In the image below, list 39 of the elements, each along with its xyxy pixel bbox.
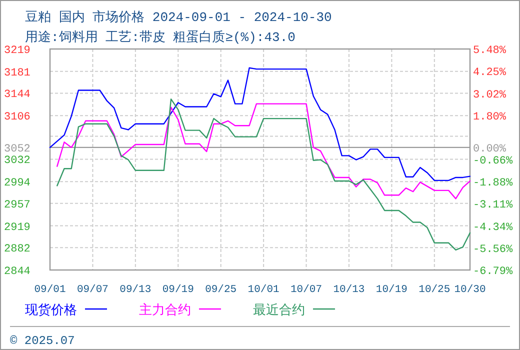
y2-tick-label: -0.66% [473, 156, 514, 168]
text: © 2025.07 [10, 334, 75, 348]
x-tick-label: 09/25 [205, 284, 237, 296]
x-tick-label: 10/19 [376, 284, 408, 296]
legend-label: 最近合约 [253, 303, 305, 318]
y-tick-label: 2994 [4, 178, 31, 190]
x-tick-label: 10/30 [454, 284, 486, 296]
y-tick-label: 3144 [4, 89, 31, 102]
legend-label: 主力合约 [139, 302, 191, 318]
x-tick-label: 09/07 [76, 284, 108, 296]
y2-tick-label: 0.00% [473, 144, 506, 156]
y-tick-label: 2957 [4, 199, 30, 212]
y2-tick-label: 4.25% [473, 67, 506, 80]
y-tick-label: 3181 [4, 67, 31, 80]
x-tick-label: 10/25 [418, 284, 450, 296]
x-tick-label: 09/19 [162, 284, 194, 296]
y2-tick-label: -1.88% [473, 178, 514, 190]
y2-tick-label: 1.80% [473, 111, 506, 124]
y2-tick-label: -4.34% [473, 222, 514, 234]
title: 豆粕 国内 市场价格 2024-09-01 - 2024-10-30 [25, 10, 332, 25]
y-tick-label: 3032 [4, 155, 30, 168]
y2-tick-label: 5.48% [473, 45, 506, 57]
legend-label: 现货价格 [25, 303, 77, 318]
x-tick-label: 10/01 [248, 284, 280, 296]
x-tick-label: 09/13 [120, 284, 152, 296]
x-tick-label: 10/07 [290, 284, 322, 296]
y2-tick-label: -3.11% [473, 200, 514, 212]
x-tick-label: 10/13 [333, 284, 365, 296]
y-tick-label: 2919 [4, 222, 30, 234]
y2-tick-label: -5.56% [473, 244, 514, 256]
y-tick-label: 2882 [4, 244, 30, 256]
x-tick-label: 09/01 [34, 284, 66, 296]
y-tick-label: 3106 [4, 112, 30, 124]
subtitle: 用途:饲料用 工艺:带皮 粗蛋白质≥(%):43.0 [25, 30, 296, 45]
y-tick-label: 3219 [4, 45, 30, 57]
y-tick-label: 2844 [4, 266, 31, 278]
y-tick-label: 3052 [4, 143, 30, 156]
y2-tick-label: 3.02% [473, 89, 506, 102]
y2-tick-label: -6.79% [473, 266, 514, 278]
